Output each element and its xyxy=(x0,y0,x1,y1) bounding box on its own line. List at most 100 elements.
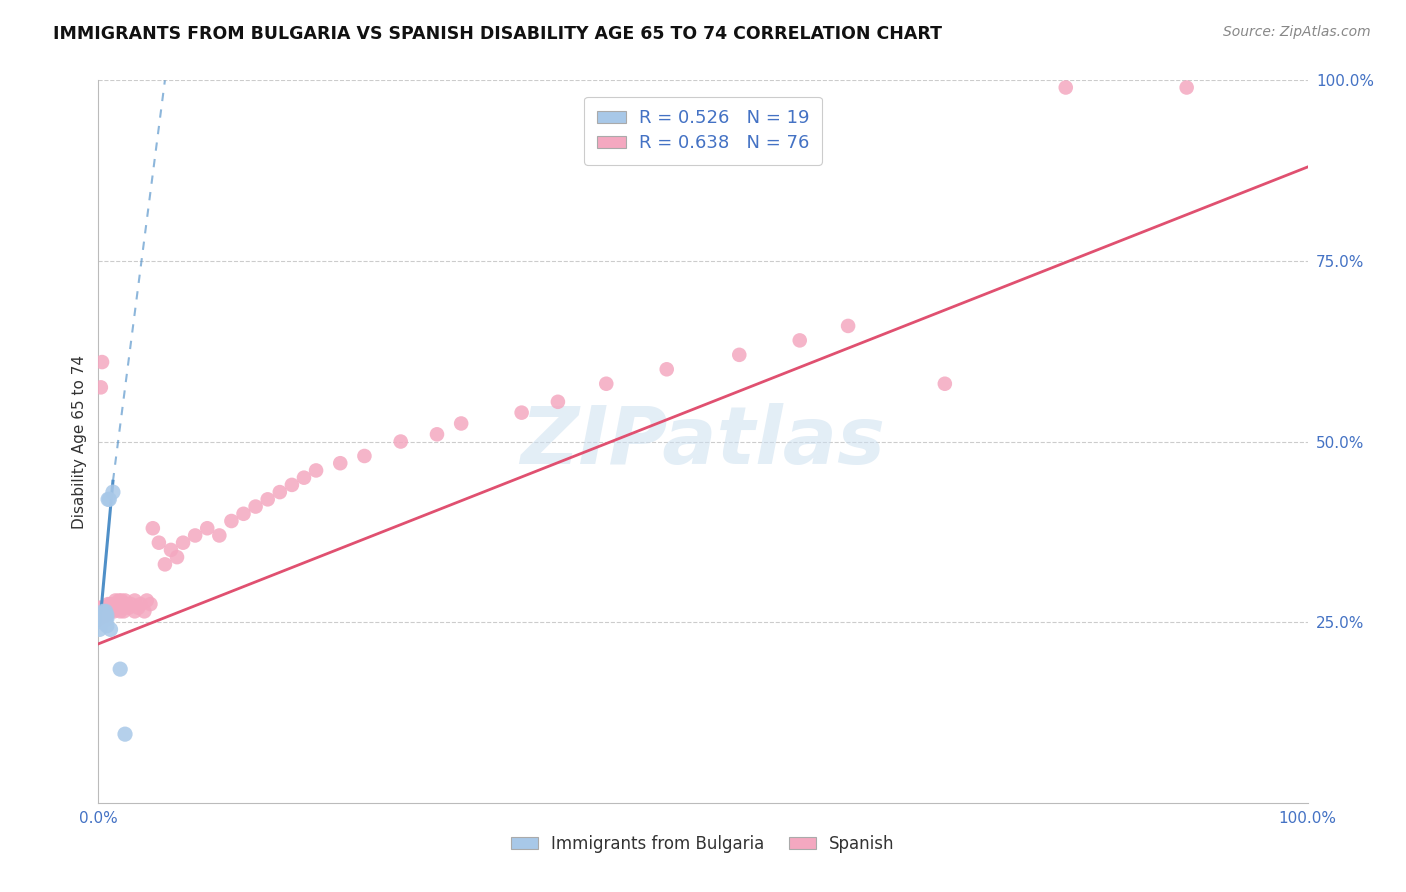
Point xyxy=(114,727,136,741)
Point xyxy=(90,604,112,618)
Point xyxy=(97,604,120,618)
Point xyxy=(91,607,114,622)
Point xyxy=(91,604,114,618)
Point xyxy=(547,394,569,409)
Legend: Immigrants from Bulgaria, Spanish: Immigrants from Bulgaria, Spanish xyxy=(505,828,901,860)
Point xyxy=(426,427,449,442)
Point xyxy=(94,604,117,618)
Point xyxy=(107,600,129,615)
Point xyxy=(110,593,132,607)
Point xyxy=(292,470,315,484)
Point xyxy=(96,611,118,625)
Point xyxy=(94,604,117,618)
Point xyxy=(91,604,114,618)
Point xyxy=(450,417,472,431)
Point xyxy=(115,597,138,611)
Point xyxy=(789,334,811,348)
Point xyxy=(97,492,120,507)
Point xyxy=(90,611,112,625)
Point xyxy=(184,528,207,542)
Point xyxy=(108,593,131,607)
Point xyxy=(166,550,188,565)
Point xyxy=(142,521,165,535)
Point xyxy=(353,449,375,463)
Point xyxy=(1175,80,1198,95)
Point xyxy=(93,607,115,622)
Point xyxy=(96,607,118,622)
Point xyxy=(89,607,111,622)
Point xyxy=(97,597,120,611)
Point xyxy=(93,611,115,625)
Point xyxy=(104,593,127,607)
Point xyxy=(111,600,134,615)
Text: Source: ZipAtlas.com: Source: ZipAtlas.com xyxy=(1223,25,1371,39)
Point xyxy=(127,600,149,615)
Point xyxy=(281,478,304,492)
Point xyxy=(105,597,128,611)
Point xyxy=(195,521,218,535)
Point xyxy=(129,597,152,611)
Point xyxy=(90,607,112,622)
Point xyxy=(114,593,136,607)
Point xyxy=(728,348,751,362)
Point xyxy=(221,514,243,528)
Point xyxy=(837,318,859,333)
Point xyxy=(1054,80,1077,95)
Point xyxy=(269,485,291,500)
Point xyxy=(90,380,112,394)
Point xyxy=(305,463,328,477)
Point xyxy=(172,535,194,549)
Point xyxy=(96,619,118,633)
Point xyxy=(329,456,352,470)
Point xyxy=(148,535,170,549)
Point xyxy=(232,507,254,521)
Point xyxy=(100,623,122,637)
Point xyxy=(160,542,183,557)
Point xyxy=(135,593,157,607)
Point xyxy=(94,611,117,625)
Point xyxy=(91,600,114,615)
Y-axis label: Disability Age 65 to 74: Disability Age 65 to 74 xyxy=(72,354,87,529)
Point xyxy=(139,597,162,611)
Point xyxy=(91,604,114,618)
Point xyxy=(389,434,412,449)
Point xyxy=(124,593,146,607)
Point xyxy=(108,604,131,618)
Point xyxy=(118,600,141,615)
Point xyxy=(98,492,121,507)
Point xyxy=(934,376,956,391)
Point xyxy=(245,500,267,514)
Point xyxy=(103,604,125,618)
Point xyxy=(108,662,131,676)
Point xyxy=(510,406,533,420)
Text: ZIPatlas: ZIPatlas xyxy=(520,402,886,481)
Point xyxy=(96,607,118,622)
Point xyxy=(100,597,122,611)
Point xyxy=(96,604,118,618)
Point xyxy=(101,485,124,500)
Point xyxy=(89,600,111,615)
Point xyxy=(93,607,115,622)
Point xyxy=(655,362,678,376)
Point xyxy=(124,604,146,618)
Point xyxy=(101,597,124,611)
Point xyxy=(595,376,617,391)
Point xyxy=(90,607,112,622)
Point xyxy=(134,604,156,618)
Point xyxy=(256,492,278,507)
Point xyxy=(91,611,114,625)
Point xyxy=(94,600,117,615)
Point xyxy=(89,623,111,637)
Point xyxy=(153,558,176,572)
Text: IMMIGRANTS FROM BULGARIA VS SPANISH DISABILITY AGE 65 TO 74 CORRELATION CHART: IMMIGRANTS FROM BULGARIA VS SPANISH DISA… xyxy=(53,25,942,43)
Point xyxy=(91,355,114,369)
Point xyxy=(89,611,111,625)
Point xyxy=(100,600,122,615)
Point xyxy=(120,597,142,611)
Point xyxy=(112,604,135,618)
Point xyxy=(208,528,231,542)
Point xyxy=(98,600,121,615)
Point xyxy=(93,600,115,615)
Point xyxy=(91,615,114,630)
Point xyxy=(100,604,122,618)
